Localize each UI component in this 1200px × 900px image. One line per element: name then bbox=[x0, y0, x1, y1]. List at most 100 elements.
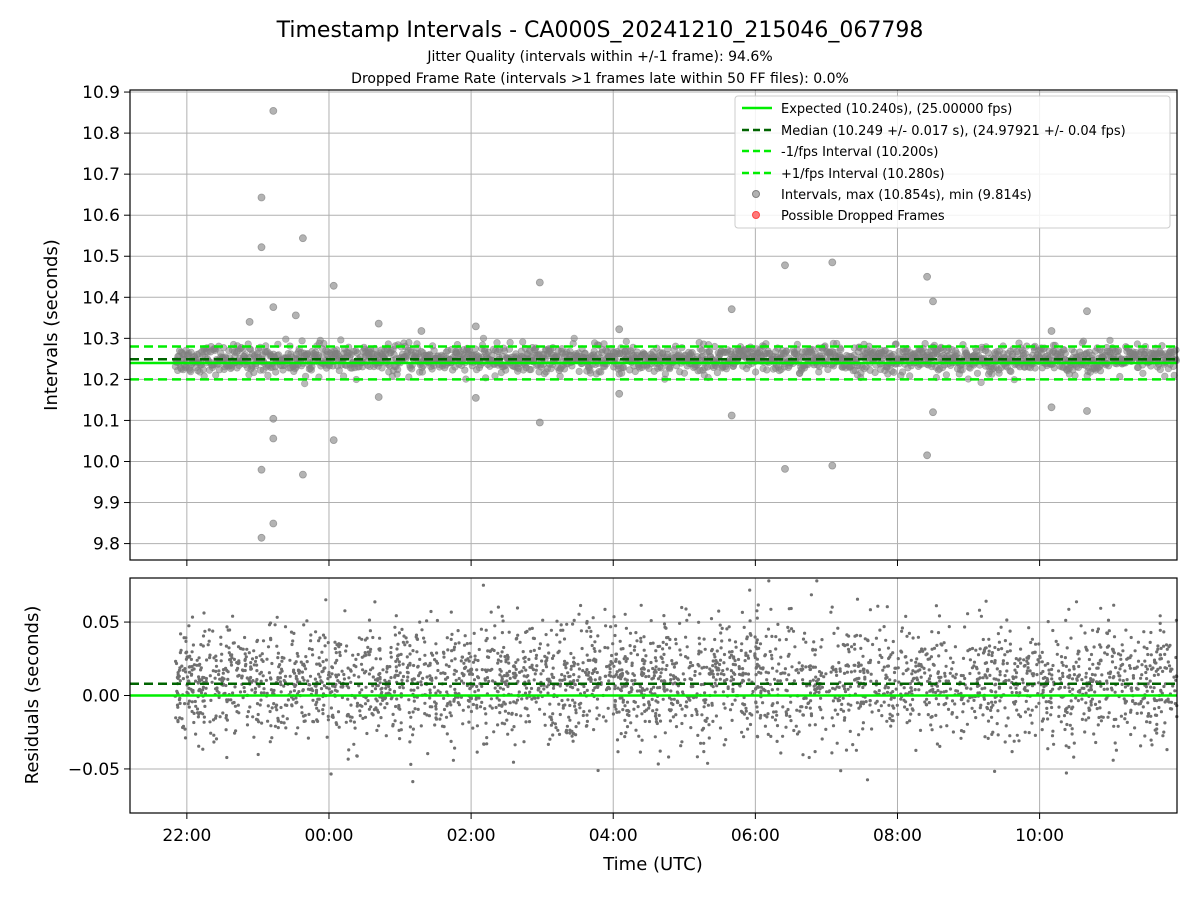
residual-point bbox=[428, 691, 432, 695]
residual-point bbox=[1170, 667, 1174, 671]
residual-point bbox=[1108, 675, 1112, 679]
residual-point bbox=[829, 610, 833, 614]
residual-point bbox=[939, 675, 943, 679]
residual-point bbox=[512, 700, 516, 704]
residual-point bbox=[713, 690, 717, 694]
residual-point bbox=[255, 702, 260, 706]
residual-point bbox=[546, 742, 551, 747]
residual-point bbox=[493, 686, 497, 690]
interval-point bbox=[751, 368, 760, 376]
residual-point bbox=[899, 649, 903, 653]
chart-title: Timestamp Intervals - CA000S_20241210_21… bbox=[276, 18, 924, 43]
residual-point bbox=[552, 675, 556, 680]
residual-point bbox=[673, 675, 678, 679]
residual-point bbox=[706, 761, 710, 765]
residual-point bbox=[457, 641, 461, 645]
residual-point bbox=[579, 603, 583, 608]
residual-point bbox=[770, 715, 775, 719]
residual-point bbox=[754, 673, 758, 677]
residual-point bbox=[529, 649, 533, 654]
residual-point bbox=[1125, 720, 1129, 725]
residual-point bbox=[321, 712, 325, 716]
residual-point bbox=[529, 686, 534, 691]
residual-point bbox=[669, 701, 674, 705]
residual-point bbox=[453, 668, 457, 672]
residual-point bbox=[1033, 733, 1037, 738]
residual-point bbox=[288, 674, 292, 678]
residual-point bbox=[445, 636, 449, 640]
residual-point bbox=[472, 678, 477, 682]
residual-point bbox=[335, 722, 339, 727]
residual-point bbox=[1076, 699, 1080, 703]
interval-point bbox=[199, 366, 207, 374]
residual-point bbox=[366, 645, 370, 650]
residual-point bbox=[278, 680, 282, 684]
residual-point bbox=[624, 731, 628, 735]
residual-point bbox=[398, 685, 402, 690]
residual-point bbox=[608, 667, 612, 671]
residual-point bbox=[183, 736, 188, 740]
residual-point bbox=[1028, 713, 1032, 717]
residual-point bbox=[835, 741, 839, 745]
residual-point bbox=[630, 687, 634, 692]
residual-point bbox=[1159, 710, 1163, 714]
residual-point bbox=[245, 715, 249, 719]
interval-point bbox=[187, 368, 195, 376]
residual-point bbox=[590, 671, 595, 676]
residual-point bbox=[638, 689, 642, 693]
residual-point bbox=[776, 622, 780, 627]
residual-point bbox=[1087, 706, 1091, 710]
residual-point bbox=[1099, 658, 1103, 662]
chart-subtitle-jitter: Jitter Quality (intervals within +/-1 fr… bbox=[426, 49, 772, 65]
residual-point bbox=[434, 676, 438, 680]
residual-point bbox=[355, 754, 359, 758]
residual-point bbox=[911, 636, 915, 640]
interval-outlier-point bbox=[269, 414, 278, 423]
residual-point bbox=[1005, 669, 1009, 673]
residual-point bbox=[270, 661, 274, 666]
interval-point bbox=[282, 335, 290, 343]
residual-point bbox=[986, 667, 990, 671]
residual-point bbox=[500, 631, 504, 635]
residual-point bbox=[1044, 700, 1048, 704]
residual-point bbox=[583, 691, 587, 695]
residual-point bbox=[770, 666, 775, 670]
residual-point bbox=[1063, 656, 1067, 660]
residual-point bbox=[766, 732, 770, 737]
residual-point bbox=[820, 737, 824, 741]
residual-point bbox=[393, 719, 397, 723]
residual-point bbox=[187, 670, 192, 674]
residual-point bbox=[604, 674, 608, 678]
residual-point bbox=[505, 653, 509, 657]
residual-point bbox=[877, 689, 881, 693]
residual-point bbox=[614, 652, 618, 656]
residual-point bbox=[453, 657, 457, 661]
interval-point bbox=[890, 368, 898, 376]
residual-point bbox=[658, 644, 662, 648]
residual-point bbox=[1065, 646, 1069, 650]
residual-point bbox=[1049, 689, 1053, 693]
residual-point bbox=[1050, 734, 1055, 738]
residual-point bbox=[522, 674, 526, 678]
residual-point bbox=[1158, 653, 1162, 657]
residual-point bbox=[270, 736, 274, 740]
residual-point bbox=[913, 688, 917, 692]
residual-point bbox=[804, 665, 808, 669]
residual-point bbox=[358, 691, 362, 695]
residual-point bbox=[521, 650, 525, 654]
residual-point bbox=[861, 654, 865, 658]
residual-point bbox=[311, 653, 315, 657]
residual-point bbox=[498, 711, 502, 715]
residual-point bbox=[581, 661, 585, 665]
residual-point bbox=[320, 670, 324, 674]
residual-point bbox=[770, 653, 774, 657]
residual-point bbox=[857, 661, 861, 665]
residual-point bbox=[195, 707, 200, 711]
residual-point bbox=[1125, 678, 1129, 682]
residual-point bbox=[351, 653, 355, 657]
residual-point bbox=[669, 689, 673, 693]
residual-point bbox=[463, 666, 467, 670]
residual-point bbox=[203, 629, 207, 633]
residual-point bbox=[433, 700, 437, 704]
residual-point bbox=[234, 729, 238, 733]
